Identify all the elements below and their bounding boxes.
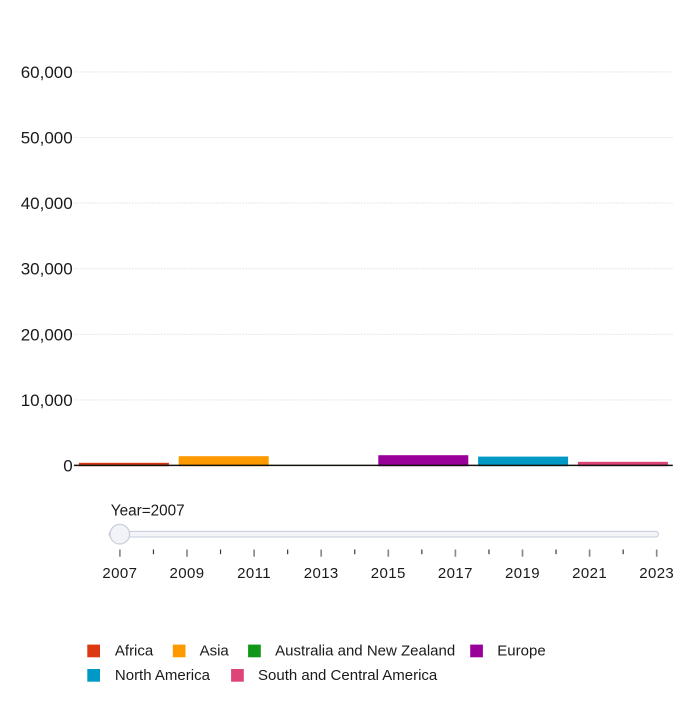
svg-text:2007: 2007 xyxy=(102,565,137,582)
svg-text:2013: 2013 xyxy=(304,565,339,582)
svg-text:2017: 2017 xyxy=(438,565,473,582)
svg-text:10,000: 10,000 xyxy=(21,391,73,410)
svg-text:50,000: 50,000 xyxy=(21,129,73,148)
svg-text:20,000: 20,000 xyxy=(21,325,73,344)
svg-text:Year=2007: Year=2007 xyxy=(111,503,185,520)
svg-text:60,000: 60,000 xyxy=(21,63,73,82)
svg-text:2023: 2023 xyxy=(639,565,674,582)
svg-text:2019: 2019 xyxy=(505,565,540,582)
svg-text:South and Central America: South and Central America xyxy=(258,667,438,684)
svg-text:Asia: Asia xyxy=(200,643,230,660)
svg-text:2009: 2009 xyxy=(170,565,205,582)
svg-text:0: 0 xyxy=(63,457,72,476)
svg-text:2021: 2021 xyxy=(572,565,607,582)
svg-text:North America: North America xyxy=(115,667,211,684)
svg-text:Africa: Africa xyxy=(115,643,154,660)
svg-text:30,000: 30,000 xyxy=(21,260,73,279)
svg-text:Australia and New Zealand: Australia and New Zealand xyxy=(275,643,455,660)
svg-text:2011: 2011 xyxy=(237,565,271,582)
svg-text:Europe: Europe xyxy=(497,643,545,660)
svg-text:2015: 2015 xyxy=(371,565,406,582)
svg-text:40,000: 40,000 xyxy=(21,194,73,213)
